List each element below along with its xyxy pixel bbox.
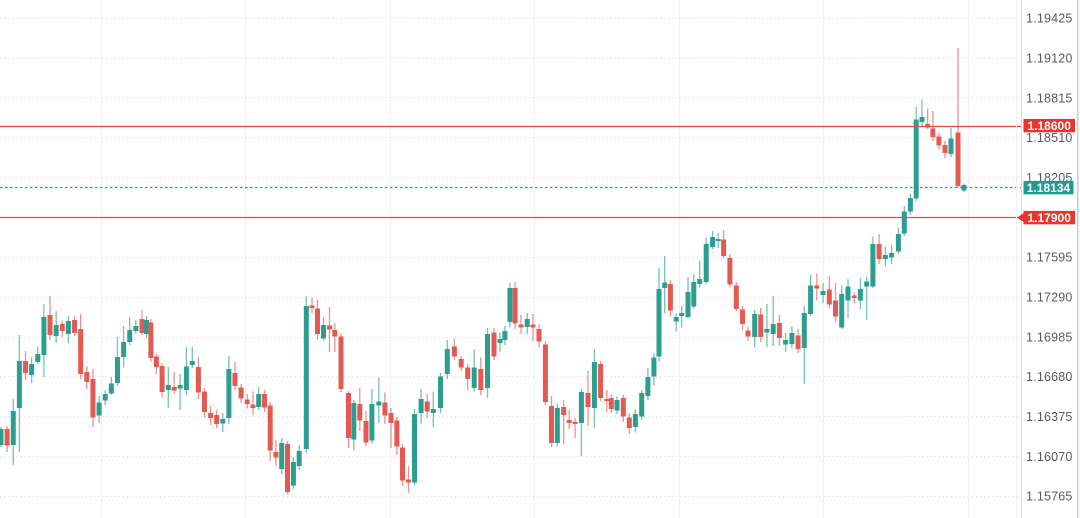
svg-text:1.18600: 1.18600 xyxy=(1028,119,1072,133)
svg-text:1.18134: 1.18134 xyxy=(1027,181,1071,195)
svg-text:1.15765: 1.15765 xyxy=(1026,490,1073,504)
svg-text:1.18510: 1.18510 xyxy=(1026,131,1073,145)
svg-text:1.16070: 1.16070 xyxy=(1026,450,1073,464)
svg-text:1.16375: 1.16375 xyxy=(1026,410,1073,424)
svg-text:1.16985: 1.16985 xyxy=(1026,330,1073,344)
svg-text:1.18815: 1.18815 xyxy=(1026,91,1073,105)
svg-text:1.17900: 1.17900 xyxy=(1028,211,1072,225)
svg-text:1.19120: 1.19120 xyxy=(1026,51,1073,65)
svg-text:1.17595: 1.17595 xyxy=(1026,251,1073,265)
svg-text:1.19425: 1.19425 xyxy=(1026,12,1073,26)
svg-text:1.17290: 1.17290 xyxy=(1026,291,1073,305)
svg-text:1.16680: 1.16680 xyxy=(1026,370,1073,384)
